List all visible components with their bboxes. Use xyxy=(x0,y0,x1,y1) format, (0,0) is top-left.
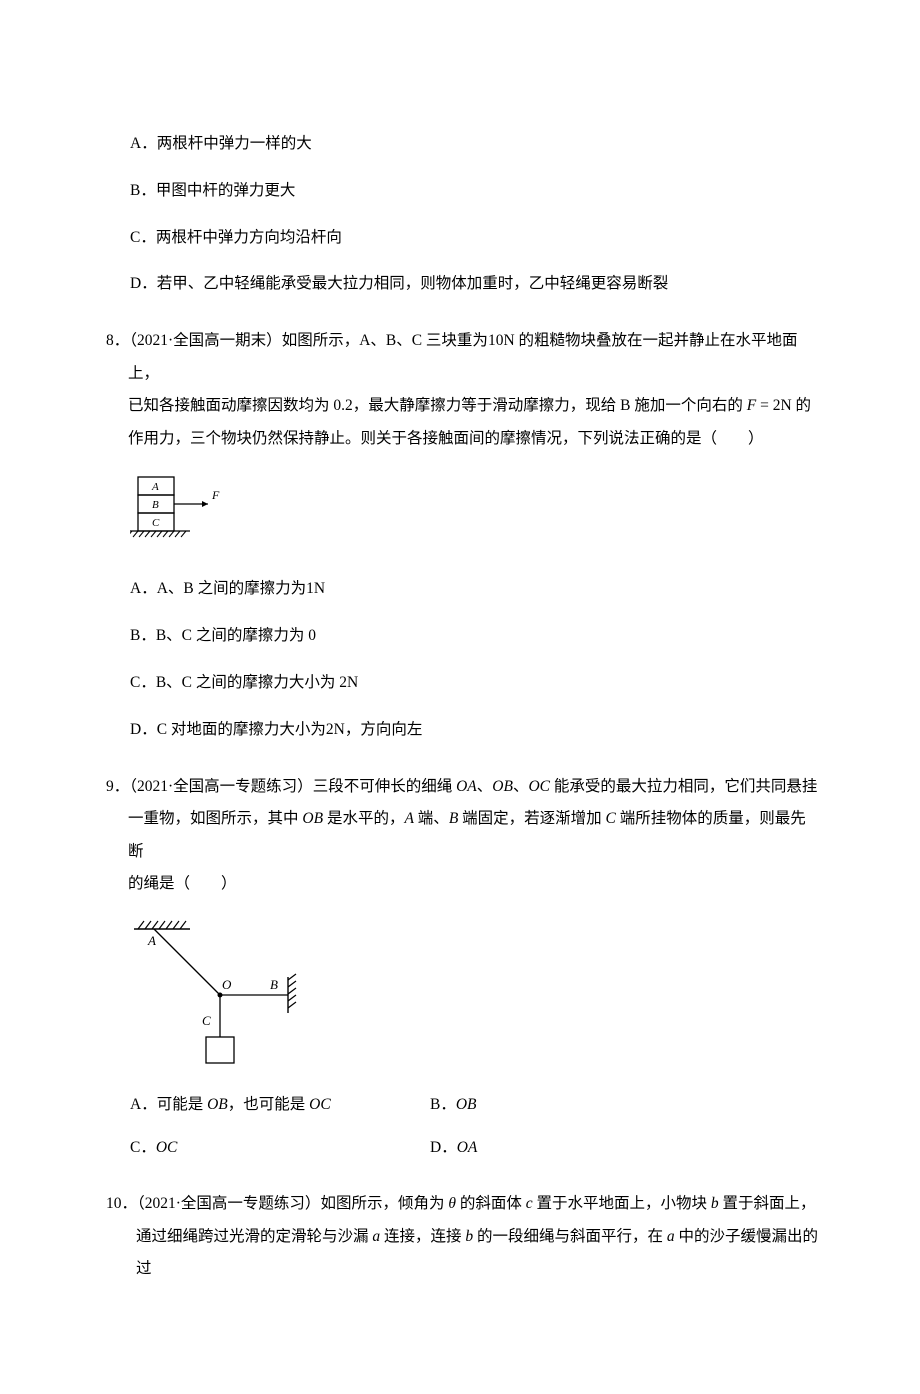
q9-OC: OC xyxy=(528,778,550,795)
q7-option-a: A．两根杆中弹力一样的大 xyxy=(130,132,820,157)
q10-a2: a xyxy=(667,1228,675,1245)
q8-optD-2: 2N xyxy=(326,721,345,738)
q9-sep2: 、 xyxy=(513,778,529,795)
q9-optA-OB: OB xyxy=(207,1096,228,1113)
q9-fig-O: O xyxy=(222,977,232,992)
q8-fig-label-B: B xyxy=(152,499,159,511)
q7-optC-text: C．两根杆中弹力方向均沿杆向 xyxy=(130,229,342,246)
page: A．两根杆中弹力一样的大 B．甲图中杆的弹力更大 C．两根杆中弹力方向均沿杆向 … xyxy=(0,0,920,1394)
q7-optD-text: D．若甲、乙中轻绳能承受最大拉力相同，则物体加重时，乙中轻绳更容易断裂 xyxy=(130,275,668,292)
q9-l2a: 一重物，如图所示，其中 xyxy=(128,810,302,827)
q9-l1a: 三段不可伸长的细绳 xyxy=(313,778,456,795)
q10-l2b: 连接，连接 xyxy=(380,1228,465,1245)
q7-optB-text: B．甲图中杆的弹力更大 xyxy=(130,182,295,199)
q10-c: c xyxy=(526,1195,533,1212)
q9-figure: A O B C xyxy=(130,915,820,1075)
q9-source: （2021·全国高一专题练习） xyxy=(129,778,312,795)
q9-sep1: 、 xyxy=(477,778,493,795)
q8-fig-label-C: C xyxy=(152,517,160,529)
q8-source: （2021·全国高一期末） xyxy=(129,332,281,349)
q10-l2c: 的一段细绳与斜面平行，在 xyxy=(473,1228,667,1245)
q9-option-d: D．OA xyxy=(430,1136,477,1161)
q8-option-a: A．A、B 之间的摩擦力为1N xyxy=(130,577,820,602)
q8-stem: 8．（2021·全国高一期末）如图所示，A、B、C 三块重为10N 的粗糙物块叠… xyxy=(128,325,820,455)
q9-optC-1: C． xyxy=(130,1139,156,1156)
q9-l2d: 端固定，若逐渐增加 xyxy=(458,810,605,827)
q9-optA-OC: OC xyxy=(309,1096,331,1113)
q8-optD-1: D．C 对地面的摩擦力大小为 xyxy=(130,721,326,738)
q7-option-b: B．甲图中杆的弹力更大 xyxy=(130,179,820,204)
q8-option-c: C．B、C 之间的摩擦力大小为 2N xyxy=(130,671,820,696)
q8-optB: B．B、C 之间的摩擦力为 0 xyxy=(130,627,316,644)
q10-l1d: 置于斜面上， xyxy=(719,1195,816,1212)
q9-optA-1: A．可能是 xyxy=(130,1096,207,1113)
q10-b: b xyxy=(711,1195,719,1212)
q9-B: B xyxy=(449,810,458,827)
q9-optB-1: B． xyxy=(430,1096,456,1113)
q9-optD-1: D． xyxy=(430,1139,457,1156)
q10-num: 10． xyxy=(106,1195,137,1212)
q8-optC: C．B、C 之间的摩擦力大小为 2N xyxy=(130,674,358,691)
q9-OB2: OB xyxy=(302,810,323,827)
q10-l1c: 置于水平地面上，小物块 xyxy=(533,1195,711,1212)
q9-optA-2: ，也可能是 xyxy=(228,1096,309,1113)
q9-option-row1: A．可能是 OB，也可能是 OC B．OB xyxy=(130,1093,820,1118)
q8-num: 8． xyxy=(106,332,129,349)
q10-a: a xyxy=(372,1228,380,1245)
q9-l2b: 是水平的， xyxy=(323,810,404,827)
q8-l2a: 已知各接触面动摩擦因数均为 0.2，最大静摩擦力等于滑动摩擦力，现给 B 施加一… xyxy=(128,397,743,414)
question-8: 8．（2021·全国高一期末）如图所示，A、B、C 三块重为10N 的粗糙物块叠… xyxy=(100,325,820,742)
q8-F: F xyxy=(743,397,756,414)
q9-optB-OB: OB xyxy=(456,1096,477,1113)
q9-num: 9． xyxy=(106,778,129,795)
q9-OA: OA xyxy=(456,778,477,795)
q9-l1b: 能承受的最大拉力相同，它们共同悬挂 xyxy=(550,778,817,795)
q9-option-b: B．OB xyxy=(430,1093,477,1118)
q7-option-c: C．两根杆中弹力方向均沿杆向 xyxy=(130,226,820,251)
q8-optD-3: ，方向向左 xyxy=(345,721,423,738)
q8-fig-label-A: A xyxy=(151,481,159,493)
q9-fig-B: B xyxy=(270,977,278,992)
q9-A: A xyxy=(404,810,413,827)
q8-diagram-svg: A B C F xyxy=(130,469,250,555)
q8-l3: 作用力，三个物块仍然保持静止。则关于各接触面间的摩擦情况，下列说法正确的是（ ） xyxy=(128,430,764,447)
q8-optA-2: 1N xyxy=(306,580,325,597)
q10-l1b: 的斜面体 xyxy=(460,1195,526,1212)
q9-fig-C: C xyxy=(202,1013,211,1028)
q8-l1a: 如图所示，A、B、C 三块重为 xyxy=(282,332,488,349)
question-10: 10．（2021·全国高一专题练习）如图所示，倾角为 θ 的斜面体 c 置于水平… xyxy=(100,1188,820,1286)
q9-C: C xyxy=(606,810,616,827)
q8-figure: A B C F xyxy=(130,469,820,555)
q10-b2: b xyxy=(465,1228,473,1245)
q8-Fval: 2N xyxy=(773,397,792,414)
q8-optA-1: A．A、B 之间的摩擦力为 xyxy=(130,580,306,597)
q9-OB: OB xyxy=(492,778,513,795)
q8-fig-label-F: F xyxy=(211,488,220,502)
q8-Feq: = xyxy=(756,397,773,414)
question-9: 9．（2021·全国高一专题练习）三段不可伸长的细绳 OA、OB、OC 能承受的… xyxy=(100,771,820,1161)
q8-l2b: 的 xyxy=(792,397,811,414)
q10-stem: 10．（2021·全国高一专题练习）如图所示，倾角为 θ 的斜面体 c 置于水平… xyxy=(136,1188,820,1286)
q9-fig-A: A xyxy=(147,933,156,948)
q10-theta: θ xyxy=(444,1195,459,1212)
q10-l2a: 通过细绳跨过光滑的定滑轮与沙漏 xyxy=(136,1228,372,1245)
q9-l3: 的绳是（ ） xyxy=(128,875,237,892)
q10-source: （2021·全国高一专题练习） xyxy=(137,1195,320,1212)
q9-optD-OA: OA xyxy=(457,1139,478,1156)
q9-option-a: A．可能是 OB，也可能是 OC xyxy=(130,1093,430,1118)
q8-option-d: D．C 对地面的摩擦力大小为2N，方向向左 xyxy=(130,718,820,743)
q9-l2c: 端、 xyxy=(414,810,449,827)
q9-optC-OC: OC xyxy=(156,1139,178,1156)
q10-l1a: 如图所示，倾角为 xyxy=(320,1195,444,1212)
q9-diagram-svg: A O B C xyxy=(130,915,310,1075)
q7-option-d: D．若甲、乙中轻绳能承受最大拉力相同，则物体加重时，乙中轻绳更容易断裂 xyxy=(130,272,820,297)
q7-optA-text: A．两根杆中弹力一样的大 xyxy=(130,135,312,152)
q9-stem: 9．（2021·全国高一专题练习）三段不可伸长的细绳 OA、OB、OC 能承受的… xyxy=(128,771,820,901)
q8-option-b: B．B、C 之间的摩擦力为 0 xyxy=(130,624,820,649)
q9-option-row2: C．OC D．OA xyxy=(130,1136,820,1161)
q9-option-c: C．OC xyxy=(130,1136,430,1161)
q8-weight: 10N xyxy=(488,332,515,349)
